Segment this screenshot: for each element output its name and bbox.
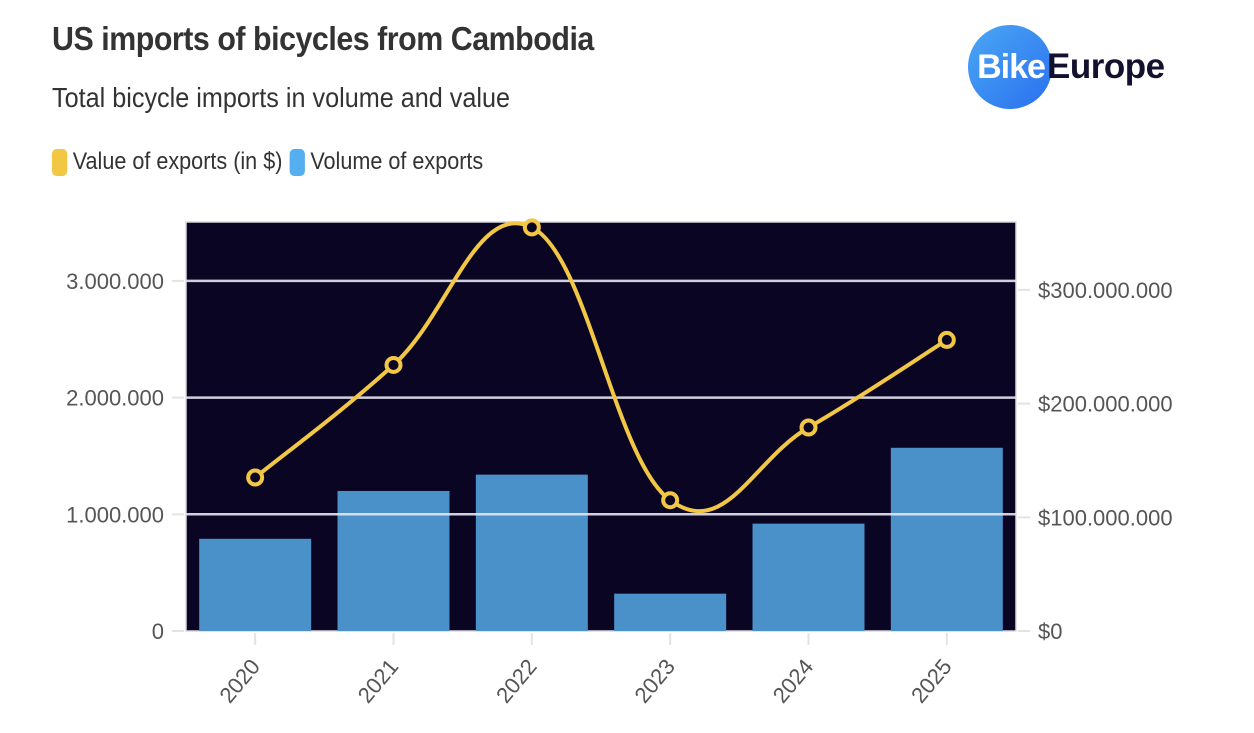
- value-point-2020: [246, 468, 265, 487]
- legend-label-value: Value of exports (in $): [72, 148, 283, 175]
- left-tick-label-1: 1.000.000: [66, 502, 164, 527]
- bar-2022: [475, 474, 588, 631]
- right-tick-label-1: $100.000.000: [1038, 505, 1173, 530]
- legend-swatch-value: [52, 148, 68, 176]
- plot-area: [185, 221, 1017, 632]
- x-tick-label-2025: 2025: [906, 654, 957, 708]
- value-point-2025: [937, 330, 956, 349]
- legend-swatch-volume: [289, 148, 305, 176]
- chart-subtitle: Total bicycle imports in volume and valu…: [52, 82, 511, 113]
- bar-2024: [752, 523, 865, 631]
- legend: Value of exports (in $) Volume of export…: [52, 148, 490, 176]
- x-tick-label-2024: 2024: [768, 654, 819, 708]
- value-point-2021: [384, 355, 403, 374]
- legend-item-value[interactable]: Value of exports (in $): [52, 148, 282, 176]
- right-tick-label-3: $300.000.000: [1038, 278, 1173, 303]
- bar-2020: [199, 538, 312, 631]
- x-tick-label-2020: 2020: [214, 654, 265, 708]
- bike-europe-logo: Bike Europe: [968, 25, 1165, 109]
- bar-2025: [890, 447, 1003, 631]
- bar-2023: [614, 593, 727, 631]
- logo-text-europe: Europe: [1047, 47, 1165, 86]
- value-point-2024: [799, 418, 818, 437]
- legend-label-volume: Volume of exports: [310, 148, 484, 175]
- left-tick-label-0: 0: [152, 619, 164, 644]
- value-point-2022: [522, 218, 541, 237]
- logo-circle: Bike: [968, 25, 1052, 109]
- x-tick-label-2021: 2021: [353, 654, 404, 708]
- left-tick-label-3: 3.000.000: [66, 269, 164, 294]
- x-tick-label-2023: 2023: [629, 654, 680, 708]
- x-tick-label-2022: 2022: [491, 654, 542, 708]
- left-tick-label-2: 2.000.000: [66, 386, 164, 411]
- chart-title: US imports of bicycles from Cambodia: [52, 20, 594, 57]
- right-tick-label-0: $0: [1038, 619, 1062, 644]
- bar-2021: [337, 490, 450, 631]
- right-tick-label-2: $200.000.000: [1038, 392, 1173, 417]
- legend-item-volume[interactable]: Volume of exports: [289, 148, 484, 176]
- value-point-2023: [661, 491, 680, 510]
- logo-text-bike: Bike: [977, 47, 1046, 86]
